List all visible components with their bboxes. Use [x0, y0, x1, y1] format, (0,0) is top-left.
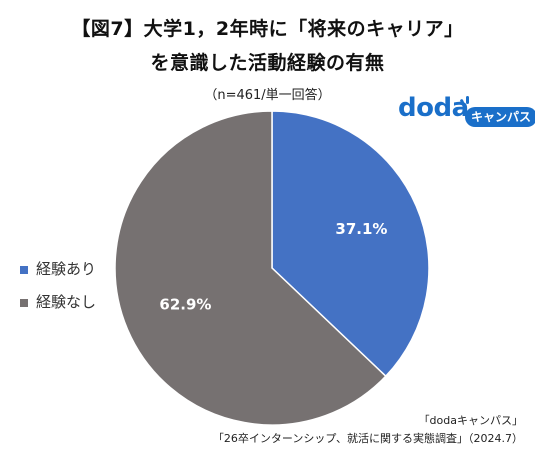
chart-title-line2: を意識した活動経験の有無: [150, 52, 385, 74]
pie-label-not-experienced: 62.9%: [159, 296, 211, 314]
chart-title-line1: 【図7】大学1，2年時に「将来のキャリア」: [71, 18, 464, 40]
legend-swatch-experienced: [20, 265, 28, 274]
source-line1: 「dodaキャンパス」: [418, 414, 523, 427]
logo-wordmark: doda: [398, 93, 469, 123]
legend-item-experienced: 経験あり: [20, 258, 96, 279]
doda-campus-logo: doda キャンパス: [398, 93, 535, 129]
source-line2: 「26卒インターンシップ、就活に関する実態調査」（2024.7）: [212, 432, 523, 445]
legend-item-not-experienced: 経験なし: [20, 291, 96, 312]
pie-slice-not-experienced: [114, 110, 387, 426]
chart-subtitle: （n=461/単一回答）: [204, 88, 331, 103]
pie-label-experienced: 37.1%: [335, 220, 387, 238]
pie-slice-experienced: [271, 110, 430, 378]
logo-sparkle-icon: [459, 96, 471, 107]
legend-label-not-experienced: 経験なし: [36, 293, 97, 311]
legend-label-experienced: 経験あり: [36, 260, 97, 278]
legend-swatch-not-experienced: [20, 298, 28, 307]
logo-badge: キャンパス: [465, 107, 535, 127]
